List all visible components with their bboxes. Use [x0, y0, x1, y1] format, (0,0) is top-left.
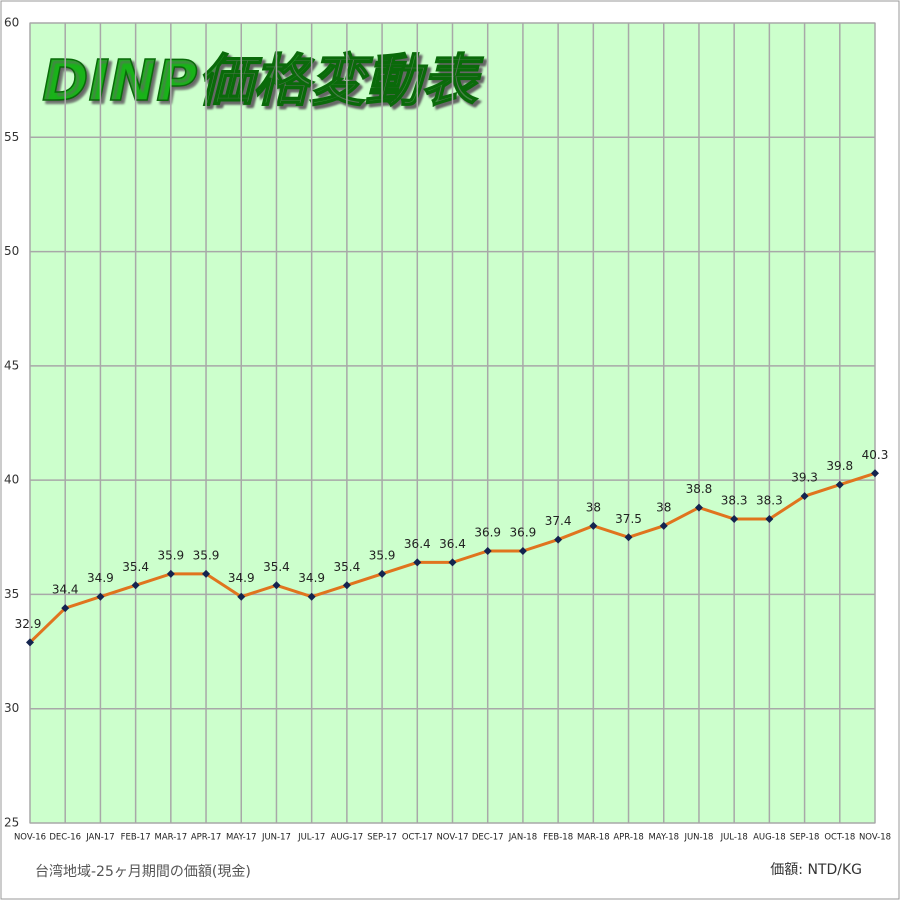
marker	[765, 515, 774, 523]
x-tick-label: JUN-18	[683, 833, 713, 843]
marker	[413, 558, 422, 567]
data-label: 35.9	[369, 548, 396, 562]
data-label: 35.4	[122, 560, 149, 574]
marker	[624, 533, 633, 542]
x-tick-label: MAR-18	[577, 833, 610, 843]
marker	[96, 592, 105, 601]
marker	[448, 558, 457, 567]
data-label: 35.4	[334, 560, 361, 574]
data-label: 38	[656, 500, 671, 514]
marker	[518, 547, 527, 555]
x-tick-label: APR-18	[613, 833, 643, 843]
data-label: 36.9	[510, 526, 537, 540]
data-label: 36.4	[404, 537, 431, 551]
footnote: 台湾地域-25ヶ月期間の価額(現金)	[35, 863, 251, 880]
x-tick-label: JUN-17	[261, 833, 291, 843]
data-label: 34.9	[228, 571, 255, 585]
data-label: 39.3	[791, 471, 818, 485]
x-tick-label: OCT-17	[402, 833, 433, 843]
data-label: 38	[586, 500, 601, 514]
marker	[237, 592, 246, 601]
marker	[378, 569, 387, 578]
data-label: 35.9	[193, 548, 220, 562]
x-tick-label: FEB-17	[121, 833, 151, 843]
y-tick-label: 35	[4, 587, 19, 601]
x-tick-label: NOV-17	[436, 833, 468, 843]
data-label: 32.9	[15, 617, 42, 631]
y-tick-label: 40	[4, 473, 19, 487]
data-label: 34.4	[52, 583, 79, 597]
data-label: 36.9	[474, 526, 501, 540]
data-label: 36.4	[439, 537, 466, 551]
y-tick-label: 45	[4, 358, 19, 372]
marker	[272, 581, 281, 590]
marker	[835, 480, 844, 489]
y-tick-label: 25	[4, 816, 19, 830]
marker	[166, 569, 175, 578]
marker	[589, 521, 598, 530]
y-tick-label: 50	[4, 244, 19, 258]
marker	[800, 492, 809, 501]
footnote: 価額: NTD/KG	[770, 862, 862, 878]
data-label: 38.3	[756, 494, 783, 508]
x-tick-label: AUG-17	[331, 833, 364, 843]
data-label: 40.3	[862, 448, 889, 462]
x-tick-label: JAN-18	[508, 833, 537, 843]
x-tick-label: JAN-17	[85, 833, 114, 843]
x-tick-label: OCT-18	[824, 833, 855, 843]
x-tick-label: SEP-18	[790, 833, 820, 843]
marker	[871, 469, 879, 478]
data-label: 39.8	[826, 459, 853, 473]
x-tick-label: MAY-17	[226, 833, 257, 843]
x-tick-label: JUL-17	[297, 833, 325, 843]
y-tick-label: 30	[4, 701, 19, 715]
x-tick-label: NOV-18	[859, 833, 891, 843]
marker	[131, 581, 140, 590]
x-tick-label: AUG-18	[753, 833, 786, 843]
marker	[483, 547, 492, 555]
marker	[61, 604, 70, 613]
x-tick-label: APR-17	[191, 833, 221, 843]
x-tick-label: DEC-17	[472, 833, 504, 843]
x-tick-label: MAY-18	[648, 833, 679, 843]
data-label: 38.3	[721, 494, 748, 508]
marker	[342, 581, 351, 590]
data-label: 34.9	[87, 571, 114, 585]
chart-title: DINP価格変動表	[42, 49, 484, 114]
marker	[659, 521, 668, 530]
y-tick-label: 55	[4, 130, 19, 144]
marker	[26, 638, 34, 647]
y-tick-label: 60	[4, 16, 19, 30]
x-tick-label: DEC-16	[49, 833, 81, 843]
data-label: 37.4	[545, 514, 572, 528]
x-tick-label: MAR-17	[155, 833, 188, 843]
data-label: 35.4	[263, 560, 290, 574]
marker	[694, 503, 703, 512]
data-label: 38.8	[686, 482, 713, 496]
x-tick-label: FEB-18	[543, 833, 573, 843]
marker	[730, 515, 739, 523]
x-tick-label: NOV-16	[14, 833, 46, 843]
data-label: 35.9	[157, 548, 184, 562]
marker	[202, 569, 211, 578]
marker	[554, 535, 563, 544]
data-label: 37.5	[615, 512, 642, 526]
x-tick-label: JUL-18	[720, 833, 748, 843]
marker	[307, 592, 316, 601]
x-tick-label: SEP-17	[367, 833, 397, 843]
data-label: 34.9	[298, 571, 325, 585]
